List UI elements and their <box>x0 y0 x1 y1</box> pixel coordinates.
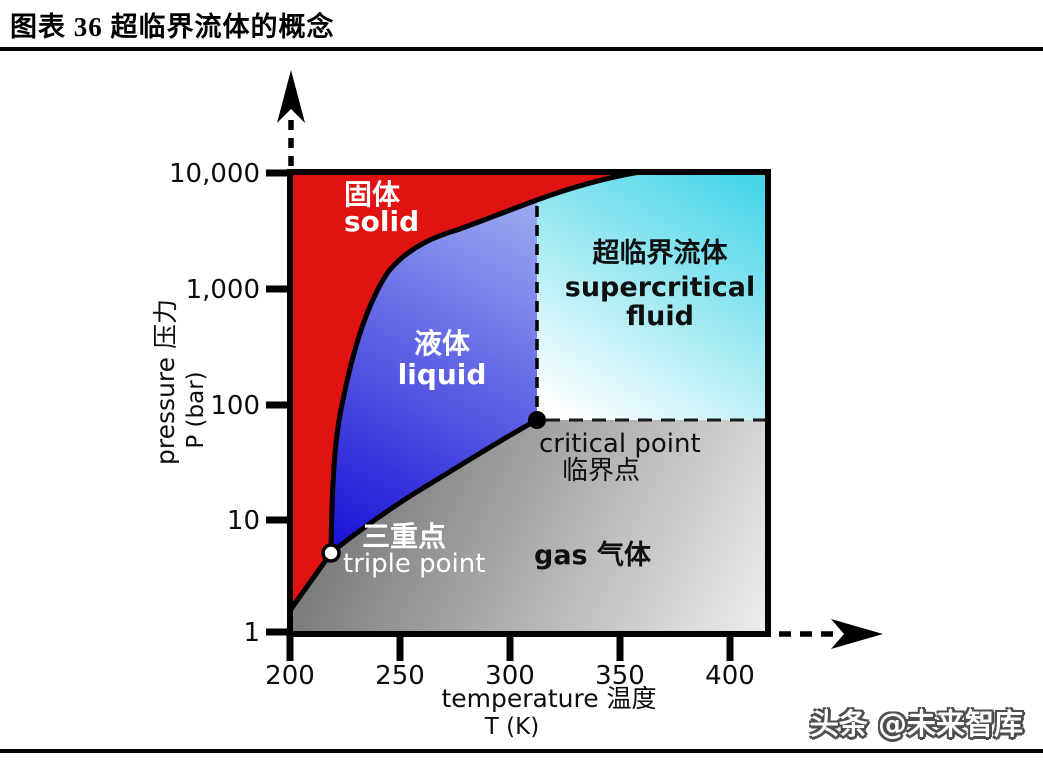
x-tick-label: 200 <box>265 661 315 691</box>
y-tick-label: 100 <box>210 391 260 421</box>
x-tick-label: 400 <box>705 661 755 691</box>
x-axis-title: temperature 温度 <box>441 684 656 713</box>
supercritical-label-en2: fluid <box>626 301 694 332</box>
triple-point-label-zh: 三重点 <box>362 520 446 553</box>
y-tick-label: 1,000 <box>186 275 260 305</box>
solid-region <box>290 172 640 609</box>
top-divider <box>0 47 1043 51</box>
x-tick-label: 300 <box>485 661 535 691</box>
gas-region <box>290 420 768 634</box>
triple-point-label-en: triple point <box>343 549 485 579</box>
y-axis-unit: P (bar) <box>183 371 209 448</box>
supercritical-region <box>537 172 768 420</box>
critical-point-label-en: critical point <box>539 429 701 459</box>
x-axis-arrowhead-icon <box>831 619 883 649</box>
x-tick-label: 350 <box>595 661 645 691</box>
sublimation-curve <box>288 551 334 611</box>
solid-label-en: solid <box>344 205 419 238</box>
vaporization-curve <box>329 417 539 555</box>
y-axis-title: pressure 压力 <box>151 299 180 465</box>
y-axis-arrowhead-icon <box>277 70 305 123</box>
watermark: 头条 @未来智库 <box>809 707 1023 741</box>
figure-title: 图表 36 超临界流体的概念 <box>10 12 335 42</box>
critical-point-marker <box>528 411 546 429</box>
liquid-label-zh: 液体 <box>414 327 471 360</box>
supercritical-label-zh: 超临界流体 <box>593 237 729 269</box>
bottom-divider <box>0 749 1043 753</box>
liquid-label-en: liquid <box>398 358 487 391</box>
x-axis-unit: T (K) <box>484 714 539 740</box>
y-tick-label: 1 <box>243 618 260 648</box>
critical-point-label-zh: 临界点 <box>562 456 640 486</box>
y-tick-label: 10 <box>227 506 260 536</box>
melting-curve <box>328 169 641 554</box>
y-tick-label: 10,000 <box>169 159 260 189</box>
gas-label: gas 气体 <box>534 540 652 571</box>
x-tick-label: 250 <box>375 661 425 691</box>
liquid-region <box>331 200 537 553</box>
supercritical-label-en1: supercritical <box>565 272 755 303</box>
triple-point-marker <box>321 543 341 563</box>
solid-label-zh: 固体 <box>344 178 401 211</box>
